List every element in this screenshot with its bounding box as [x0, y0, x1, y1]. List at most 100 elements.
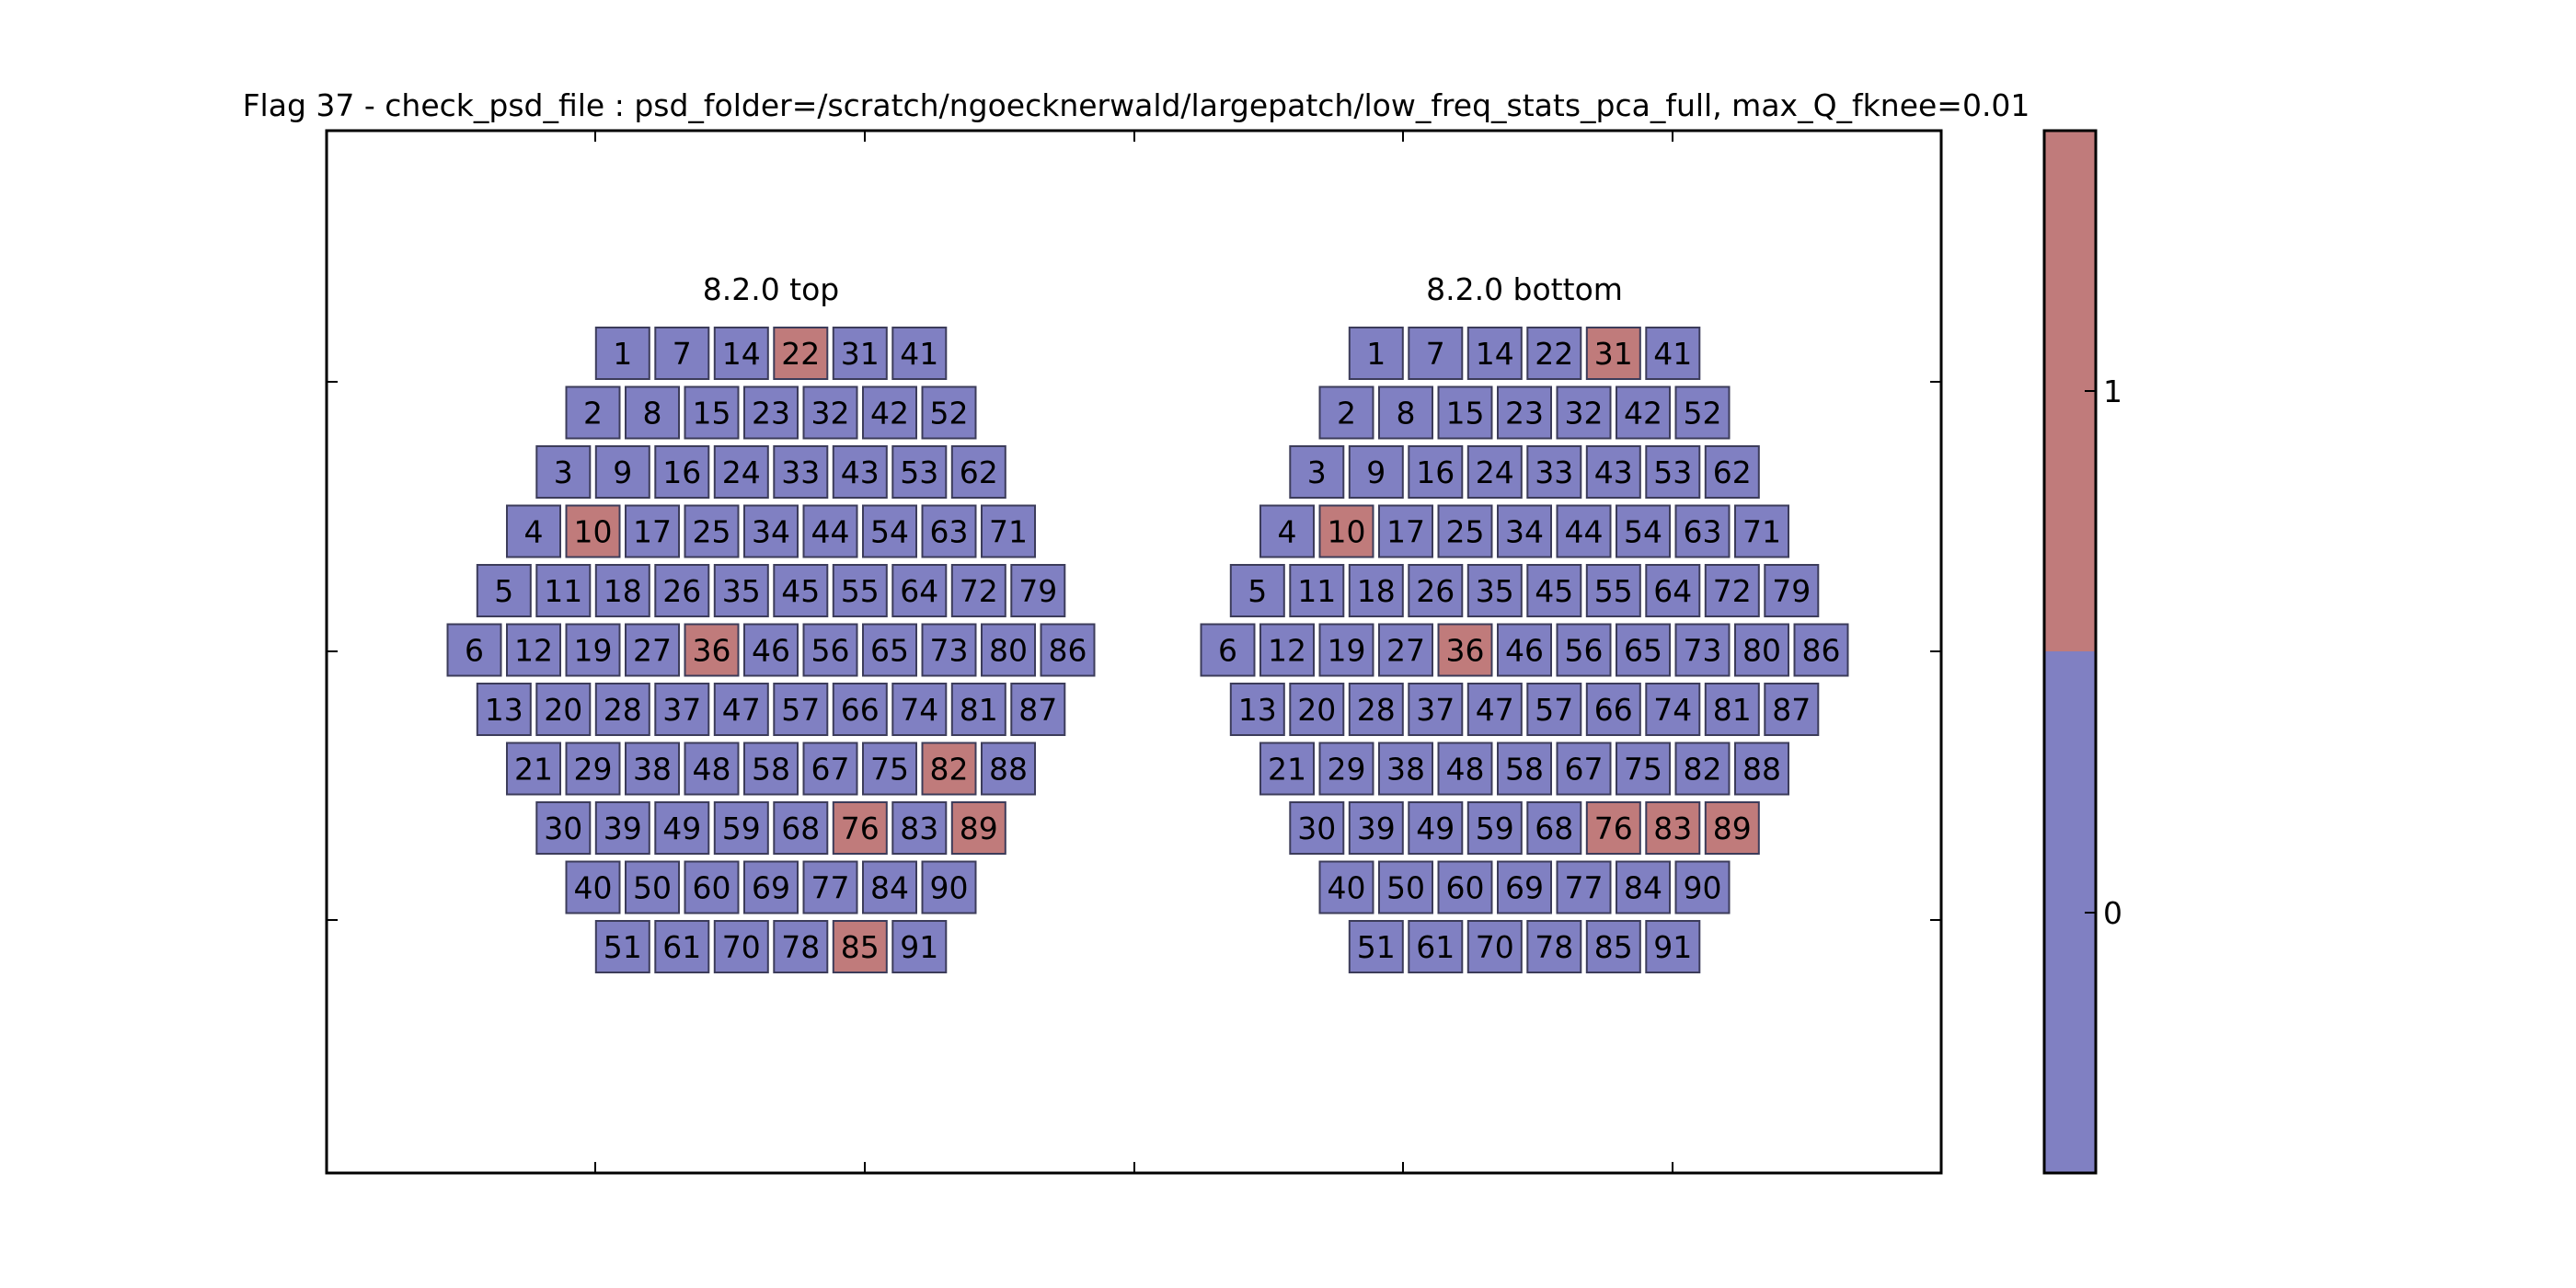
- detector-cell-fill: [1466, 445, 1523, 499]
- detector-cell-fill: [802, 385, 858, 440]
- detector-cell: 52: [1674, 385, 1731, 440]
- detector-cell-fill: [1289, 801, 1345, 855]
- detector-cell: 24: [713, 445, 769, 499]
- detector-cell-fill: [1674, 623, 1731, 677]
- detector-label: 28: [604, 692, 642, 728]
- detector-cell: 43: [1585, 445, 1641, 499]
- detector-label: 68: [781, 811, 820, 846]
- detector-cell: 52: [921, 385, 977, 440]
- detector-label: 67: [1565, 752, 1604, 788]
- detector-cell: 85: [832, 920, 888, 973]
- detector-cell: 31: [1585, 327, 1641, 380]
- detector-label: 17: [633, 514, 672, 550]
- detector-label: 75: [1624, 752, 1662, 788]
- detector-label: 45: [781, 573, 820, 609]
- detector-cell-fill: [950, 683, 1006, 736]
- detector-label: 47: [1476, 692, 1514, 728]
- detector-label: 73: [930, 633, 969, 669]
- detector-label: 32: [811, 396, 850, 431]
- detector-label: 90: [1684, 870, 1722, 906]
- detector-cell-fill: [1616, 742, 1671, 796]
- colorbar-tick-label: 0: [2103, 895, 2122, 931]
- detector-label: 43: [841, 454, 880, 490]
- detector-label: 8: [1397, 396, 1416, 431]
- detector-label: 31: [1594, 336, 1633, 372]
- detector-cell-fill: [891, 564, 948, 617]
- detector-cell-fill: [1734, 742, 1789, 796]
- detector-cell: 59: [713, 801, 769, 855]
- detector-label: 57: [781, 692, 820, 728]
- detector-label: 88: [1742, 752, 1781, 788]
- detector-cell: 6: [1200, 623, 1256, 677]
- detector-cell: 43: [832, 445, 888, 499]
- detector-label: 22: [1535, 336, 1573, 372]
- detector-label: 63: [930, 514, 969, 550]
- detector-label: 28: [1357, 692, 1396, 728]
- detector-cell-fill: [1466, 801, 1523, 855]
- detector-label: 91: [1653, 929, 1692, 965]
- detector-cell: 3: [1289, 445, 1345, 499]
- detector-label: 77: [811, 870, 850, 906]
- detector-cell-fill: [1585, 801, 1641, 855]
- detector-label: 71: [1742, 514, 1781, 550]
- detector-cell: 86: [1040, 623, 1096, 677]
- detector-cell-fill: [1289, 564, 1345, 617]
- detector-cell: 91: [891, 920, 948, 973]
- detector-cell: 57: [1526, 683, 1582, 736]
- detector-cell: 34: [1497, 504, 1552, 558]
- detector-cell: 73: [921, 623, 977, 677]
- detector-label: 80: [1742, 633, 1781, 669]
- detector-label: 41: [1653, 336, 1692, 372]
- detector-cell: 38: [625, 742, 680, 796]
- detector-cell: 26: [1408, 564, 1464, 617]
- detector-cell: 54: [862, 504, 917, 558]
- detector-label: 51: [1357, 929, 1396, 965]
- detector-label: 61: [1416, 929, 1455, 965]
- detector-label: 35: [1476, 573, 1514, 609]
- detector-cell: 47: [1466, 683, 1523, 736]
- detector-label: 56: [1565, 633, 1604, 669]
- detector-cell-fill: [1645, 327, 1701, 380]
- detector-label: 12: [514, 633, 553, 669]
- detector-cell: 9: [1348, 445, 1404, 499]
- detector-cell: 71: [981, 504, 1036, 558]
- detector-cell-fill: [773, 920, 829, 973]
- detector-cell: 54: [1616, 504, 1671, 558]
- detector-cell: 9: [594, 445, 650, 499]
- detector-cell-fill: [832, 327, 888, 380]
- detector-cell: 29: [565, 742, 621, 796]
- detector-cell: 44: [1556, 504, 1612, 558]
- detector-cell-fill: [1318, 742, 1374, 796]
- detector-cell-fill: [684, 623, 740, 677]
- detector-cell: 83: [891, 801, 948, 855]
- detector-cell-fill: [1616, 504, 1671, 558]
- detector-label: 88: [989, 752, 1028, 788]
- detector-cell-fill: [891, 683, 948, 736]
- detector-label: 40: [1328, 870, 1366, 906]
- detector-cell: 50: [625, 860, 680, 914]
- detector-cell: 81: [950, 683, 1006, 736]
- detector-cell-fill: [1556, 860, 1612, 914]
- detector-cell: 67: [802, 742, 858, 796]
- detector-cell-fill: [832, 445, 888, 499]
- detector-label: 78: [781, 929, 820, 965]
- detector-cell: 34: [743, 504, 799, 558]
- detector-cell-fill: [1674, 742, 1731, 796]
- detector-label: 3: [554, 454, 573, 490]
- detector-label: 36: [693, 633, 731, 669]
- detector-cell: 28: [594, 683, 650, 736]
- detector-label: 25: [1446, 514, 1485, 550]
- detector-cell-fill: [654, 564, 710, 617]
- detector-cell-fill: [921, 623, 977, 677]
- detector-cell: 14: [1466, 327, 1523, 380]
- detector-cell-fill: [1437, 623, 1493, 677]
- detector-cell-fill: [1585, 327, 1641, 380]
- detector-cell: 35: [713, 564, 769, 617]
- detector-cell: 90: [921, 860, 977, 914]
- detector-label: 2: [1337, 396, 1356, 431]
- detector-cell: 10: [565, 504, 621, 558]
- detector-label: 48: [1446, 752, 1485, 788]
- detector-label: 49: [1416, 811, 1455, 846]
- detector-cell-fill: [1497, 860, 1552, 914]
- detector-label: 46: [752, 633, 790, 669]
